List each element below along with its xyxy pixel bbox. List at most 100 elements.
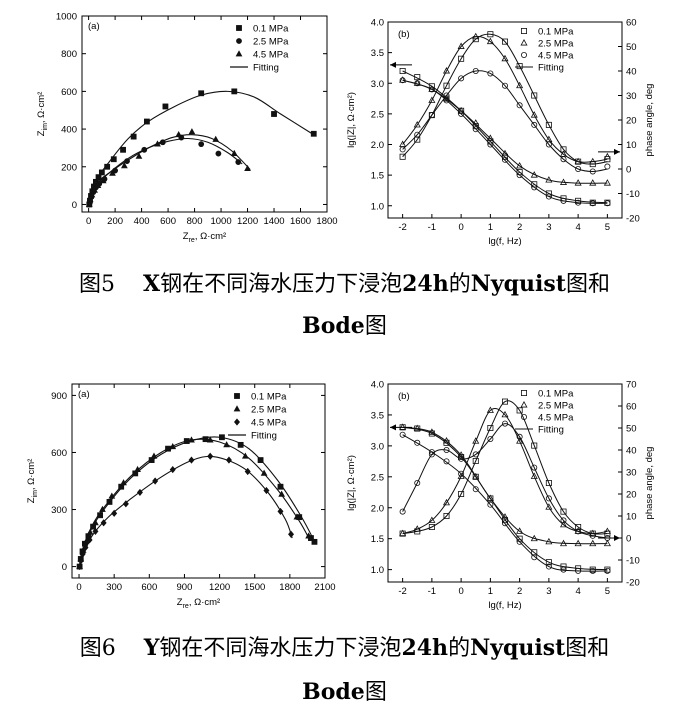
data-point — [212, 135, 220, 142]
data-point — [99, 177, 107, 184]
data-point — [545, 480, 552, 487]
data-point — [257, 457, 264, 463]
data-point — [152, 477, 159, 485]
y-tick-label: 2.5 — [371, 109, 384, 120]
data-point — [305, 532, 312, 539]
data-point — [560, 566, 567, 573]
data-point — [545, 559, 552, 566]
data-point — [560, 195, 567, 202]
data-point — [486, 494, 494, 501]
data-point — [486, 37, 494, 45]
data-point — [560, 508, 567, 515]
data-point — [487, 70, 494, 77]
data-point — [399, 146, 406, 153]
data-point — [574, 527, 582, 534]
x-tick-label: 200 — [107, 216, 123, 227]
data-point — [574, 157, 582, 165]
data-point — [92, 527, 99, 535]
x-tick-label: 600 — [141, 582, 157, 593]
data-point — [175, 130, 183, 138]
data-point — [531, 184, 538, 191]
data-point — [457, 42, 465, 49]
data-point — [545, 537, 553, 545]
axis-arrow-head — [614, 535, 620, 541]
data-point — [428, 516, 436, 523]
fit-curve — [402, 408, 608, 535]
data-point — [603, 152, 611, 160]
data-point — [530, 171, 538, 178]
data-point — [399, 508, 406, 515]
data-point — [545, 190, 552, 197]
data-point — [120, 146, 126, 153]
data-point — [443, 92, 450, 99]
data-point — [122, 500, 129, 508]
x-tick-label: 1 — [488, 222, 493, 233]
data-point — [560, 563, 567, 570]
data-point — [589, 567, 596, 574]
data-point — [110, 156, 117, 163]
data-point — [88, 191, 96, 198]
y2-tick-label: 70 — [626, 380, 637, 391]
x-axis-label: lg(f, Hz) — [488, 600, 521, 611]
data-point — [545, 121, 552, 128]
data-point — [472, 451, 479, 458]
data-point — [458, 110, 465, 117]
data-point — [86, 536, 93, 544]
data-point — [516, 535, 523, 542]
data-point — [188, 456, 195, 464]
data-point — [120, 479, 127, 486]
legend-label: Fitting — [538, 425, 564, 436]
data-point — [428, 85, 436, 92]
legend-marker — [236, 38, 242, 44]
data-point — [288, 530, 295, 538]
data-point — [198, 141, 205, 148]
data-point — [560, 156, 567, 163]
data-point — [531, 464, 538, 471]
data-point — [104, 163, 111, 170]
data-point — [575, 565, 582, 572]
y-tick-label: 300 — [51, 505, 67, 516]
data-point — [188, 128, 196, 135]
data-point — [310, 130, 317, 137]
data-point — [516, 102, 523, 109]
data-point — [516, 63, 523, 70]
fit-curve — [402, 426, 608, 571]
y-tick-label: 3.0 — [371, 79, 384, 90]
plot-frame — [81, 15, 328, 213]
panel-label: (b) — [398, 29, 410, 40]
data-point — [545, 176, 553, 183]
data-point — [604, 163, 611, 170]
y-tick-label: 2.5 — [371, 472, 384, 483]
data-point — [92, 519, 99, 526]
fit-curve — [402, 400, 608, 535]
x-tick-label: 1000 — [210, 216, 231, 227]
fig5a-chart: 0 200 400 600 800 1000 1200 1400 1600 1800 0 200 400… — [36, 12, 338, 245]
x-tick-label: 3 — [546, 586, 551, 597]
data-point — [428, 86, 435, 93]
data-point — [82, 543, 89, 552]
y2-tick-label: 20 — [626, 490, 637, 501]
data-point — [169, 465, 176, 474]
y2-tick-label: 50 — [626, 42, 637, 53]
fig5-caption-line2: Bode图 — [0, 308, 689, 345]
data-point — [428, 523, 435, 530]
legend-label: 0.1 MPa — [251, 392, 287, 403]
data-point — [516, 437, 524, 444]
data-point — [442, 67, 451, 74]
legend-label: Fitting — [251, 431, 277, 442]
data-point — [244, 164, 251, 172]
data-point — [516, 407, 523, 414]
y2-tick-label: 40 — [626, 67, 637, 78]
data-point — [443, 458, 450, 465]
data-point — [399, 423, 407, 430]
data-point — [516, 527, 524, 534]
data-point — [169, 443, 177, 450]
data-point — [413, 120, 421, 128]
data-point — [278, 490, 286, 497]
data-point — [559, 520, 568, 528]
y-tick-label: 2.0 — [371, 140, 384, 151]
data-point — [414, 480, 421, 487]
data-point — [559, 539, 568, 547]
caption-time: 24h — [402, 271, 449, 297]
data-point — [458, 55, 465, 62]
